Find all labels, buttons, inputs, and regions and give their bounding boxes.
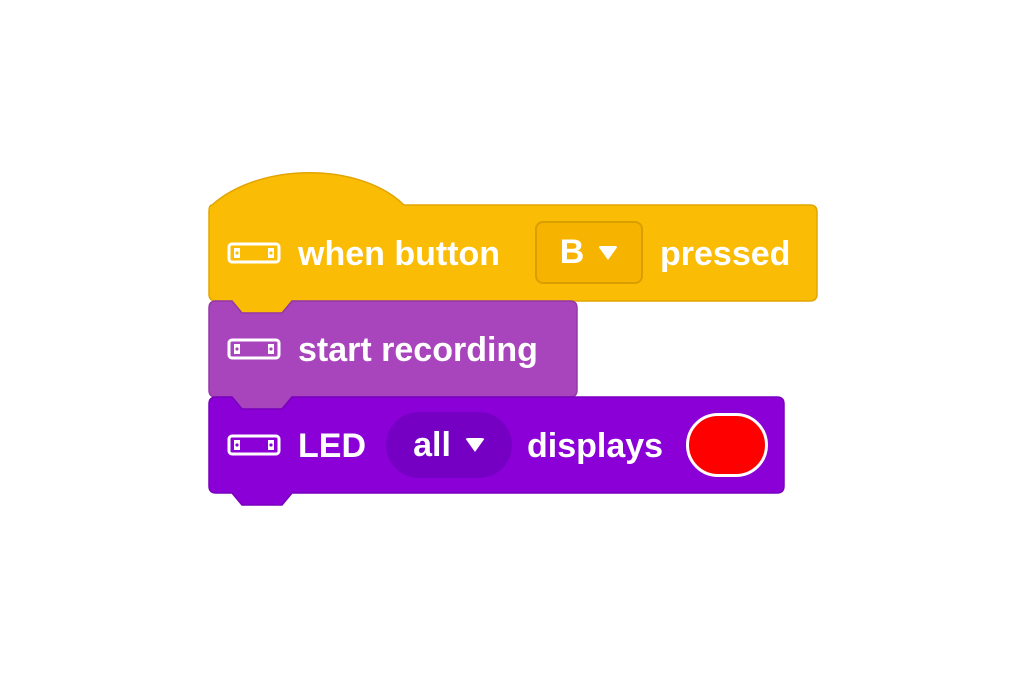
hat-block-suffix-label: pressed <box>660 235 791 273</box>
led-block-prefix-label: LED <box>298 427 366 465</box>
led-select-dropdown[interactable]: all <box>386 412 512 478</box>
hat-block-when-button-pressed[interactable] <box>208 172 818 314</box>
led-select-value: all <box>413 425 451 464</box>
device-icon <box>227 434 281 456</box>
led-block-suffix-label: displays <box>527 427 664 465</box>
button-select-dropdown[interactable]: B <box>535 221 643 284</box>
button-select-value: B <box>559 233 585 271</box>
record-block-label: start recording <box>298 331 538 369</box>
led-color-picker[interactable] <box>686 413 768 477</box>
caret-down-icon <box>464 438 485 452</box>
device-icon <box>227 242 281 264</box>
device-icon <box>227 338 281 360</box>
caret-down-icon <box>598 245 619 260</box>
hat-block-prefix-label: when button <box>298 235 501 273</box>
